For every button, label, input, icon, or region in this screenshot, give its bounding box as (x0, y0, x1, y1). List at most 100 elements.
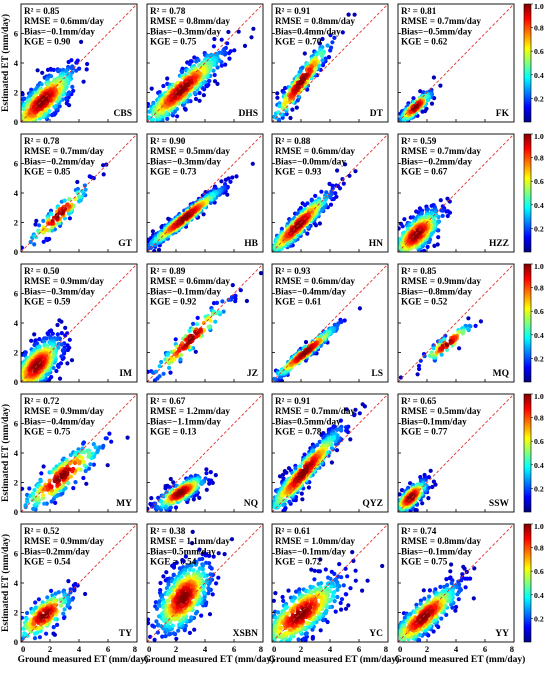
data-point (219, 179, 224, 184)
rmse-label: RMSE = 0.7mm/day (24, 146, 104, 156)
data-point (294, 105, 299, 110)
scatter-points (21, 39, 90, 122)
data-point (178, 89, 183, 94)
data-point (332, 35, 337, 40)
data-point (82, 463, 87, 468)
data-point (193, 349, 198, 354)
data-point (334, 183, 339, 188)
data-point (175, 114, 180, 119)
data-point (290, 107, 295, 112)
data-point (204, 83, 209, 88)
data-point (105, 463, 110, 468)
r2-label: R² = 0.93 (275, 266, 311, 276)
data-point (238, 288, 243, 293)
data-point (442, 337, 447, 342)
data-point (230, 175, 235, 180)
data-point (77, 194, 82, 199)
data-point (298, 68, 303, 73)
data-point (357, 411, 362, 416)
data-point (157, 374, 162, 379)
data-point (419, 211, 424, 216)
data-point (41, 464, 46, 469)
data-point (93, 445, 98, 450)
data-point (306, 485, 311, 490)
data-point (211, 44, 216, 49)
data-point (21, 92, 25, 97)
data-point (76, 467, 81, 472)
data-point (348, 437, 353, 442)
data-point (59, 354, 64, 359)
data-point (30, 491, 35, 496)
data-point (448, 338, 453, 343)
data-point (338, 418, 343, 423)
one-to-one-line (397, 263, 515, 383)
one-to-one-line (146, 263, 264, 383)
data-point (147, 245, 151, 250)
data-point (226, 297, 231, 302)
data-point (204, 487, 209, 492)
data-point (321, 436, 326, 441)
data-point (40, 70, 45, 75)
one-to-one-line (271, 263, 389, 383)
data-point (444, 342, 449, 347)
data-point (101, 172, 106, 177)
data-point (416, 363, 422, 368)
data-point (49, 484, 54, 489)
data-point (65, 343, 70, 348)
data-point (313, 193, 318, 198)
bias-label: Bias=−0.1mm/day (150, 286, 221, 296)
data-point (44, 236, 49, 241)
data-point (346, 12, 351, 17)
data-point (422, 354, 427, 359)
data-point (86, 454, 91, 459)
y-tick-label: 2 (14, 218, 18, 228)
data-point (66, 59, 71, 65)
data-point (178, 357, 183, 362)
data-point (147, 104, 150, 109)
data-point (77, 66, 82, 71)
r2-label: R² = 0.50 (24, 266, 60, 276)
bias-label: Bias=−0.3mm/day (24, 286, 95, 296)
data-point (90, 451, 95, 456)
site-label: GT (118, 239, 132, 249)
data-point (75, 179, 80, 185)
data-point (277, 104, 282, 109)
data-point (307, 67, 312, 72)
data-point (457, 346, 462, 351)
data-point (68, 461, 73, 466)
data-point (317, 41, 322, 46)
data-point (68, 474, 73, 479)
data-point (159, 225, 164, 230)
data-point (445, 213, 450, 219)
data-point (81, 475, 86, 481)
rmse-label: RMSE = 0.8mm/day (150, 16, 230, 26)
data-point (165, 359, 170, 364)
data-point (83, 187, 88, 192)
data-point (52, 104, 57, 109)
data-point (416, 210, 421, 215)
data-point (428, 233, 433, 238)
kge-label: KGE = 0.92 (150, 297, 197, 307)
data-point (185, 213, 190, 218)
r2-label: R² = 0.67 (150, 396, 186, 406)
data-point (225, 41, 230, 46)
y-tick-label: 0 (14, 507, 18, 517)
data-point (424, 106, 429, 111)
data-point (236, 29, 241, 34)
data-point (161, 83, 166, 89)
site-label: NQ (244, 499, 258, 509)
data-point (194, 322, 200, 327)
data-point (55, 363, 61, 368)
data-point (430, 352, 435, 357)
site-label: JZ (247, 369, 258, 379)
data-point (360, 402, 365, 407)
kge-label: KGE = 0.61 (275, 297, 322, 307)
scatter-points (21, 431, 130, 512)
data-point (75, 191, 81, 196)
r2-label: R² = 0.88 (275, 136, 311, 146)
data-point (168, 370, 173, 375)
data-point (478, 319, 483, 324)
bias-label: Bias=−0.4mm/day (24, 416, 95, 426)
data-point (147, 115, 152, 120)
